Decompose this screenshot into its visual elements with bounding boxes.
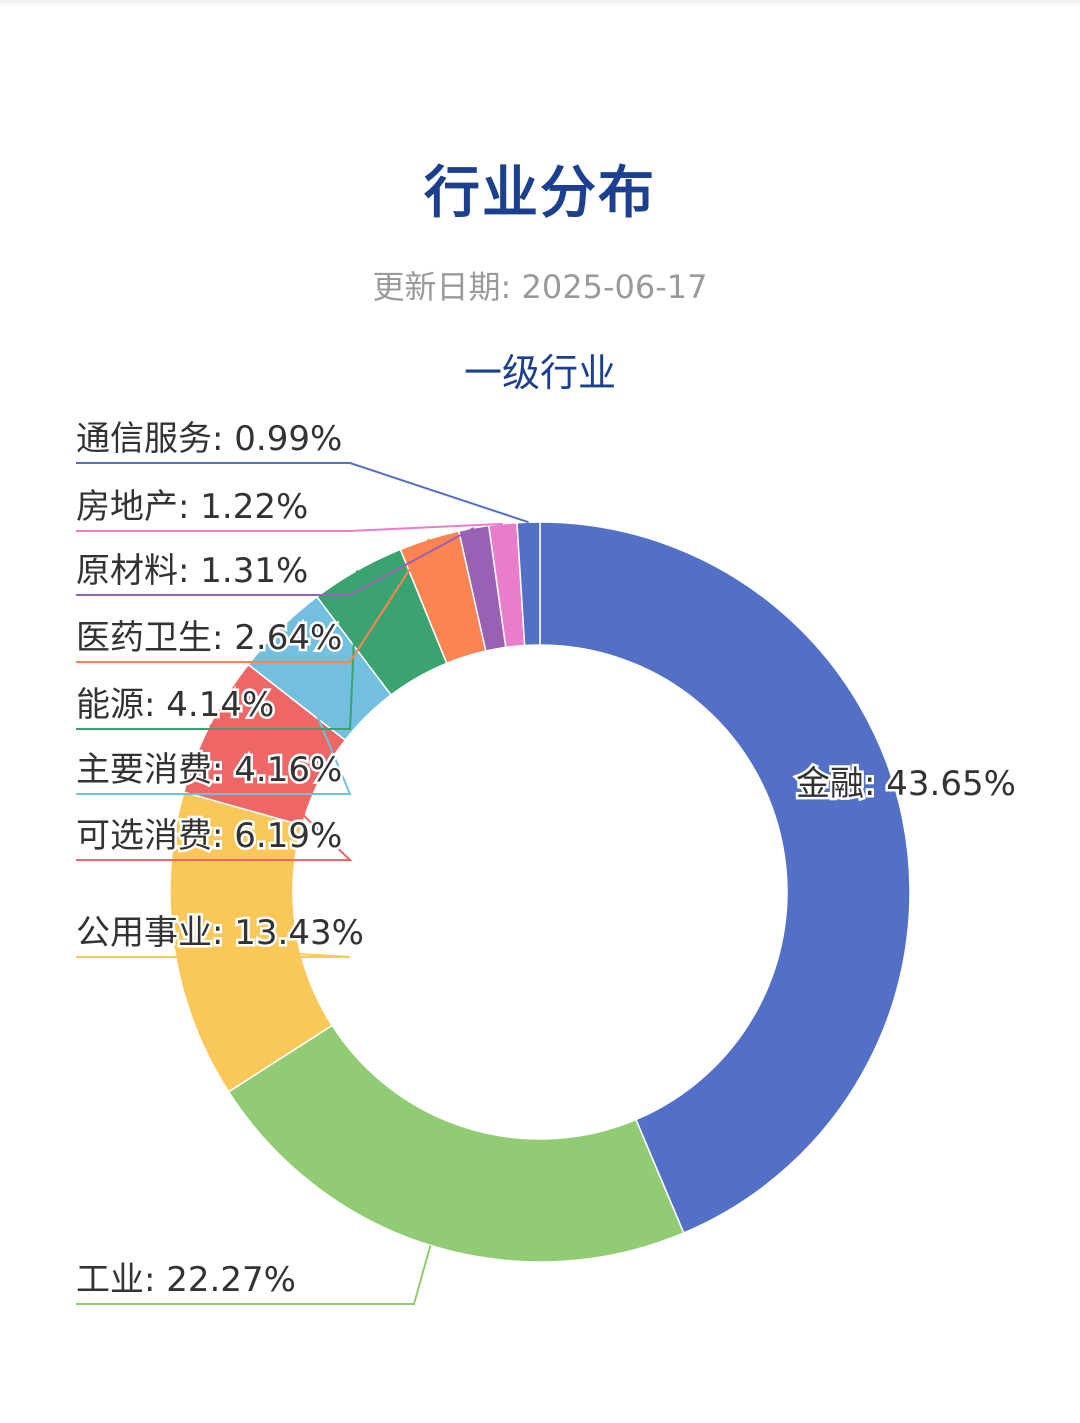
update-date-line: 更新日期: 2025-06-17 (0, 262, 1080, 308)
leader-line-可选消费 (76, 724, 353, 861)
top-shade (0, 0, 1080, 8)
page-title: 行业分布 (424, 161, 656, 226)
data-label-可选消费: 可选消费: 6.19% (76, 816, 342, 856)
leader-line-公用事业 (76, 945, 351, 958)
slice-金融[interactable] (539, 521, 911, 1234)
data-label-公用事业: 公用事业: 13.43% (76, 913, 364, 953)
data-label-房地产: 房地产: 1.22% (76, 487, 308, 527)
data-label-工业: 工业: 22.27% (76, 1260, 296, 1300)
leader-line-房地产 (76, 522, 503, 532)
leader-line-工业 (76, 1245, 432, 1305)
data-label-金融: 金融: 43.65% (796, 764, 1016, 804)
chart-title: 一级行业 (463, 351, 616, 395)
leader-line-医药卫生 (76, 538, 431, 663)
data-label-主要消费: 主要消费: 4.16% (76, 750, 342, 790)
data-label-医药卫生: 医药卫生: 2.64% (76, 618, 342, 658)
slice-通信服务[interactable] (516, 521, 541, 647)
leader-line-主要消费 (76, 628, 352, 795)
data-label-原材料: 原材料: 1.31% (76, 551, 308, 591)
leader-line-能源 (76, 570, 359, 730)
update-date-value: 2025-06-17 (521, 268, 708, 306)
data-label-能源: 能源: 4.14% (76, 685, 274, 725)
slice-工业[interactable] (227, 1024, 685, 1263)
update-date-label: 更新日期: (372, 268, 512, 306)
data-label-通信服务: 通信服务: 0.99% (76, 419, 342, 459)
leader-line-通信服务 (76, 462, 529, 524)
leader-line-原材料 (76, 527, 475, 596)
